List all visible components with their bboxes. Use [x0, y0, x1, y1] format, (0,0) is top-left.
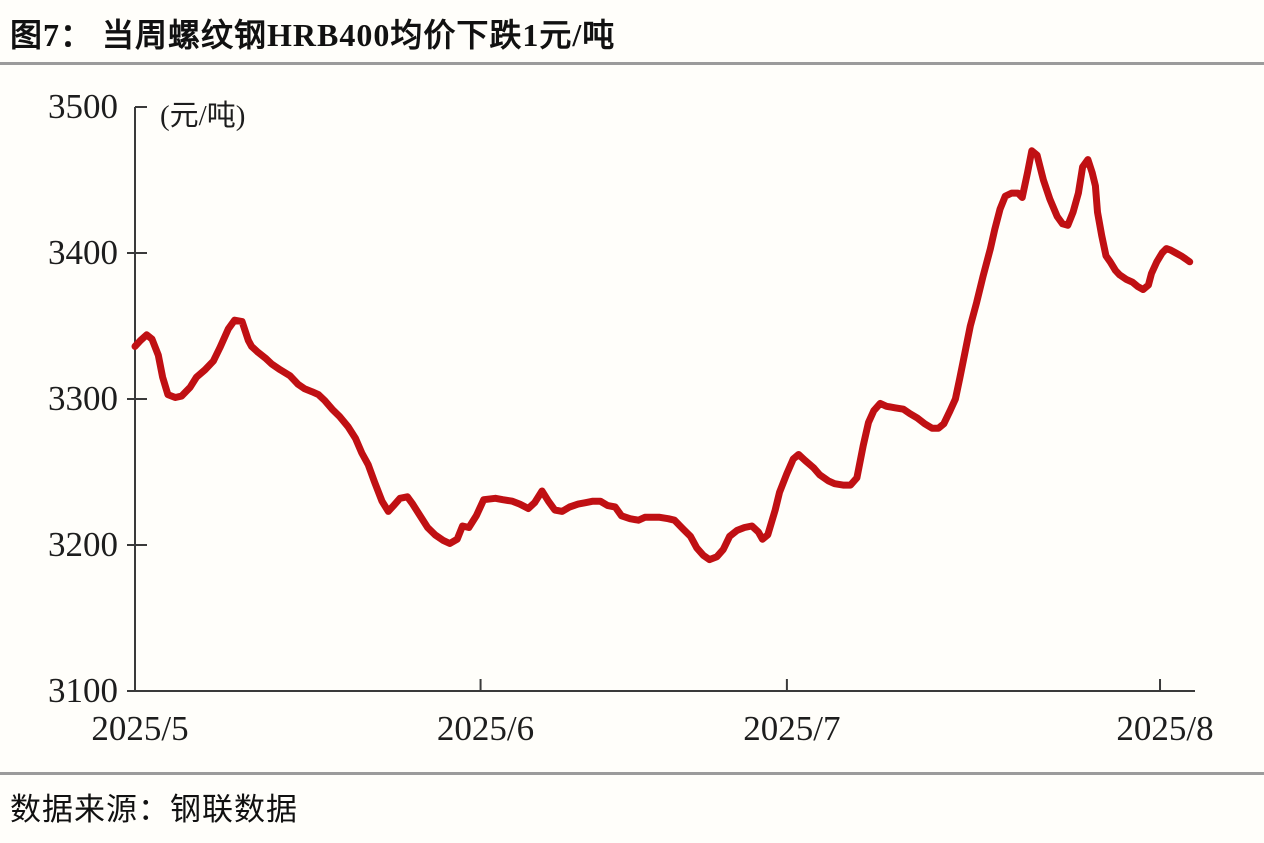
axes: [134, 107, 1195, 692]
y-axis-label: 3500: [48, 87, 118, 126]
y-axis-label: 3100: [48, 671, 118, 710]
footer-divider: [0, 772, 1264, 775]
y-axis-label: 3400: [48, 233, 118, 272]
y-axis-label: 3300: [48, 379, 118, 418]
x-axis-label: 2025/5: [91, 709, 189, 748]
price-line: [131, 147, 1194, 564]
title-divider: [0, 62, 1264, 65]
chart-title: 图7： 当周螺纹钢HRB400均价下跌1元/吨: [10, 17, 616, 53]
y-axis-label: 3200: [48, 525, 118, 564]
x-axis-label: 2025/7: [743, 709, 841, 748]
y-axis-unit-label: (元/吨): [160, 100, 246, 132]
data-source-note: 数据来源：钢联数据: [10, 792, 298, 827]
x-axis-label: 2025/8: [1116, 709, 1214, 748]
x-axis-label: 2025/6: [436, 709, 535, 748]
